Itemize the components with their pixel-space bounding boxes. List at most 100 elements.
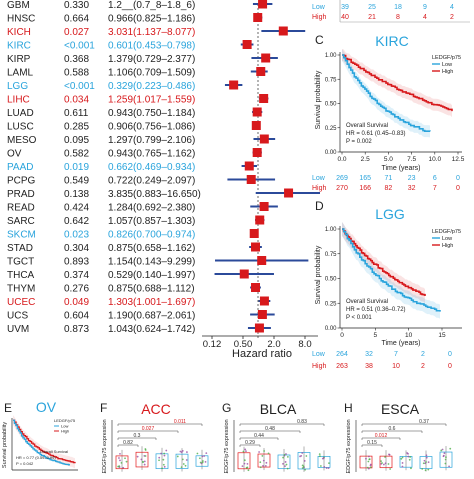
axis-tick-label: 7.5 (407, 156, 416, 163)
forest-cancer-name: SARC (7, 216, 35, 227)
panel-e-high-curve (13, 419, 76, 464)
forest-hr: 1.297(0.799–2.106) (108, 135, 195, 146)
box-point (158, 459, 160, 462)
box (237, 452, 251, 470)
forest-pvalue: <0.001 (64, 41, 95, 52)
box-point (262, 459, 265, 462)
box-point (259, 461, 262, 464)
forest-cancer-name: KIRP (7, 54, 31, 65)
forest-hr: 0.826(0.700–0.974) (108, 230, 195, 241)
box-point (163, 465, 166, 468)
box (419, 456, 433, 469)
sig-pvalue: 0.027 (142, 426, 155, 432)
sig-bracket (239, 437, 279, 440)
panel-letter: G (222, 401, 231, 415)
panel-e-stat-2: HR = 0.77 (0.59–0.99) (16, 455, 56, 460)
forest-pvalue: 0.034 (64, 95, 89, 106)
box-point (422, 462, 425, 465)
forest-hr: 0.906(0.756–1.086) (108, 122, 195, 133)
axis-tick-label: 1.00 (325, 227, 337, 233)
panel-d-stat-1: Overall Survival (346, 299, 388, 305)
forest-hr: 3.031(1.137–8.077) (108, 27, 195, 38)
box-point (427, 461, 430, 464)
box (135, 451, 149, 468)
risk-count: 71 (385, 175, 393, 182)
risk-count-low: 18 (394, 4, 402, 11)
box-point (322, 457, 325, 459)
forest-point (254, 323, 264, 333)
forest-hr: 0.943(0.750–1.184) (108, 108, 195, 119)
forest-tick-label: 2.0 (267, 339, 280, 350)
risk-count-low: 39 (341, 4, 349, 11)
axis-tick-label: 5 (374, 332, 378, 339)
forest-point (255, 215, 265, 225)
forest-pvalue: <0.001 (64, 81, 95, 92)
box-point (384, 462, 387, 465)
panel-d-low-ci (342, 222, 440, 319)
sig-pvalue: 0.011 (174, 419, 186, 425)
box-point (440, 449, 443, 452)
box (175, 453, 189, 469)
panel-d-legend-low: Low (442, 236, 452, 242)
panel-d-xlabel: Time (years) (381, 340, 420, 347)
risk-count: 10 (392, 363, 400, 370)
risk-count-high: 40 (341, 14, 349, 21)
box-point (117, 465, 120, 468)
box-point (400, 457, 403, 460)
box-point (444, 458, 447, 461)
forest-cancer-name: MESO (7, 135, 37, 146)
forest-hr: 0.966(0.825–1.186) (108, 14, 195, 25)
forest-point (244, 161, 254, 171)
sig-bracket (239, 423, 325, 426)
panel-c-stat-1: Overall Survival (346, 123, 388, 129)
panel-d: D LGG Survival probability 1.00 0.75 0.50 0… (312, 199, 462, 370)
forest-cancer-name: UCEC (7, 297, 35, 308)
sig-bracket (361, 430, 423, 433)
forest-pvalue: 0.642 (64, 216, 89, 227)
forest-point (229, 80, 239, 90)
box-point (161, 467, 163, 470)
risk-count: 32 (408, 185, 416, 192)
forest-point (259, 296, 269, 306)
axis-tick-label: 2.5 (361, 156, 370, 163)
panel-letter: H (344, 401, 353, 415)
panel-ylabel: LEDGF/p75 expression (224, 419, 230, 474)
box-point (328, 462, 330, 465)
risk-count-low: 9 (423, 4, 427, 11)
box-point (319, 455, 321, 458)
box-point (365, 457, 367, 460)
forest-plot: 0.12 0.50 2.0 8.0 Hazard ratio (202, 0, 320, 360)
panel-c-stat-2: HR = 0.61 (0.45–0.83) (346, 131, 406, 137)
box-point (262, 464, 264, 467)
box-point (185, 459, 188, 461)
box-point (163, 452, 166, 455)
forest-point (284, 188, 294, 198)
box-point (401, 456, 404, 459)
box-point (389, 468, 392, 470)
forest-tick-label: 0.50 (234, 339, 253, 350)
risk-count: 6 (433, 175, 437, 182)
box-point (388, 453, 390, 456)
forest-cancer-name: GBM (7, 0, 30, 11)
box-point (382, 463, 385, 466)
box-point (160, 452, 163, 455)
box-point (265, 461, 268, 464)
box (115, 455, 129, 470)
forest-pvalue: 0.893 (64, 257, 89, 268)
box-point (305, 455, 308, 457)
axis-tick-label: 1.00 (325, 53, 337, 59)
forest-hr: 1.303(1.001–1.697) (108, 297, 195, 308)
forest-hr: 1.2__(0.7_8–1.8_6) (108, 0, 195, 11)
sig-pvalue: 0.37 (419, 419, 429, 425)
box-point (204, 460, 207, 463)
panel-d-risk-low-label: Low (312, 351, 326, 358)
box-point (263, 450, 266, 452)
forest-pvalue: 0.374 (64, 270, 89, 281)
risk-count: 32 (365, 351, 373, 358)
panel-title: BLCA (260, 401, 297, 417)
forest-hr: 0.943(0.765–1.162) (108, 149, 195, 160)
sig-pvalue: 0.15 (367, 440, 377, 446)
box-point (401, 465, 404, 468)
sig-pvalue: 0.6 (389, 426, 396, 432)
sig-bracket (361, 437, 401, 440)
